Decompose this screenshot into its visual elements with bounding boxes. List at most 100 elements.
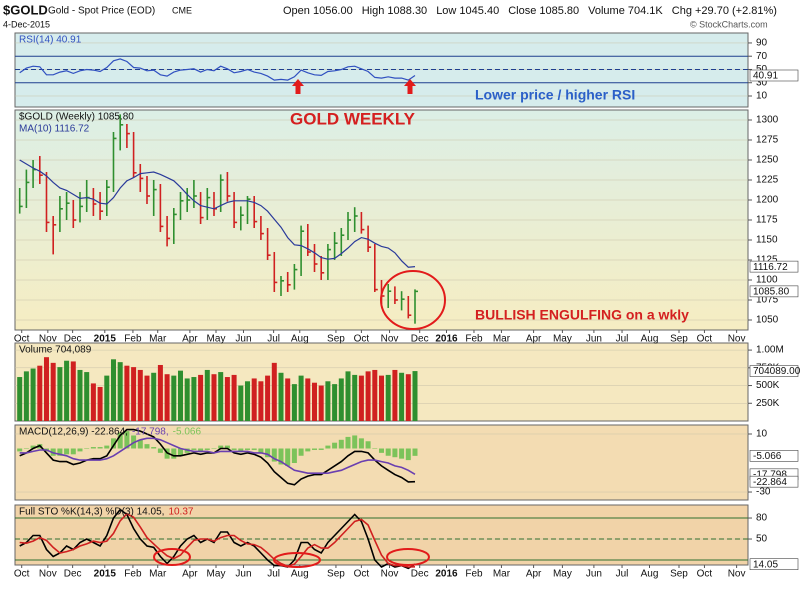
highlight-circle [386,548,430,566]
volume-bar [104,375,110,421]
x-tick-label: 2016 [435,334,458,345]
x-tick-label: Oct [697,334,713,345]
last-value-label: 1116.72 [753,262,788,273]
x-tick-label: Oct [14,334,30,345]
histogram-bar [258,448,264,453]
line [19,508,416,570]
legend-entry: -5.066 [173,427,202,438]
x-tick-label: 2016 [435,569,458,580]
volume-bar [405,374,411,421]
volume-bar [244,381,250,421]
volume-bar [332,384,338,421]
x-tick-label: Sep [670,334,688,345]
volume-bar [224,377,230,421]
volume-bar [298,375,304,421]
histogram-bar [345,436,351,449]
last-value-box [749,365,799,377]
instrument-name: Gold - Spot Price (EOD) [48,6,155,17]
arrow [292,79,304,94]
arrow [404,79,416,94]
quote-item: Chg +29.70 (+2.81%) [672,5,777,17]
x-tick-label: Nov [381,569,399,580]
histogram-bar [70,448,76,455]
volume-bar [231,374,237,421]
histogram-bar [305,448,311,452]
volume-bar [77,369,83,421]
histogram-bar [117,432,123,449]
histogram-bar [298,448,304,456]
volume-bar [218,372,224,421]
x-tick-label: Feb [124,334,142,345]
highlight-circle [380,270,446,330]
exchange: CME [172,5,192,15]
x-tick-label: Apr [526,569,542,580]
x-tick-label: Aug [641,569,659,580]
volume-bar [311,382,317,421]
volume-bar [338,378,344,421]
histogram-bar [171,448,177,459]
histogram-bar [392,448,398,458]
volume-bar [372,369,378,421]
x-tick-label: Jun [586,334,602,345]
histogram-bar [271,448,277,462]
volume-bar [385,374,391,421]
x-tick-label: Aug [291,569,309,580]
y-tick-label: 50 [756,534,768,545]
volume-bar [211,374,217,421]
last-value-box [749,475,799,488]
x-tick-label: Jul [616,334,629,345]
histogram-bar [291,448,297,464]
histogram-bar [278,448,284,465]
histogram-bar [144,444,150,449]
volume-bar [399,372,405,421]
histogram-bar [204,448,210,450]
legend-entry: MACD(12,26,9) -22.864, [19,427,128,438]
volume-bar [251,378,257,421]
x-tick-label: Mar [493,334,511,345]
y-tick-label: 1100 [756,275,778,286]
volume-bar [110,359,116,421]
histogram-bar [97,447,103,449]
volume-bar [278,372,284,421]
x-tick-label: Oct [354,334,370,345]
volume-bar [365,371,371,421]
histogram-bar [110,438,116,449]
histogram-bar [238,448,244,452]
volume-bar [171,375,177,421]
last-value-label: 1085.80 [753,287,790,298]
quote: Open 1056.00 High 1088.30 Low 1045.40 Close… [283,5,777,17]
last-value-label: -17.798 [753,469,787,480]
volume-bar [325,381,331,421]
volume-bar [198,374,204,421]
volume-bar [345,371,351,421]
line [19,159,416,268]
y-tick-label: 1300 [756,115,779,126]
x-tick-label: May [553,334,572,345]
line [19,58,416,81]
credit: © StockCharts.com [690,19,768,29]
last-value-label: -5.066 [753,451,782,462]
volume-bar [50,362,56,421]
histogram-bar [137,439,143,449]
x-tick-label: Jun [235,334,251,345]
y-tick-label: 10 [756,429,768,440]
x-tick-label: Dec [411,569,429,580]
histogram-bar [352,435,358,449]
volume-bar [285,378,291,421]
legend-entry: MA(10) 1116.72 [19,124,90,135]
annotation: BULLISH ENGULFING on a wkly [475,307,689,323]
x-tick-label: Nov [39,569,57,580]
x-tick-label: Nov [39,334,57,345]
volume-bar [137,369,143,421]
y-tick-label: 10 [756,91,768,102]
last-value-box [749,450,799,462]
line [19,437,416,475]
macd-panel [14,424,749,501]
histogram-bar [90,447,96,449]
x-tick-label: Jun [235,569,251,580]
volume-bar [164,374,170,421]
last-value-label: 14.05 [753,559,778,570]
last-value-box [749,69,799,82]
line [19,512,416,568]
